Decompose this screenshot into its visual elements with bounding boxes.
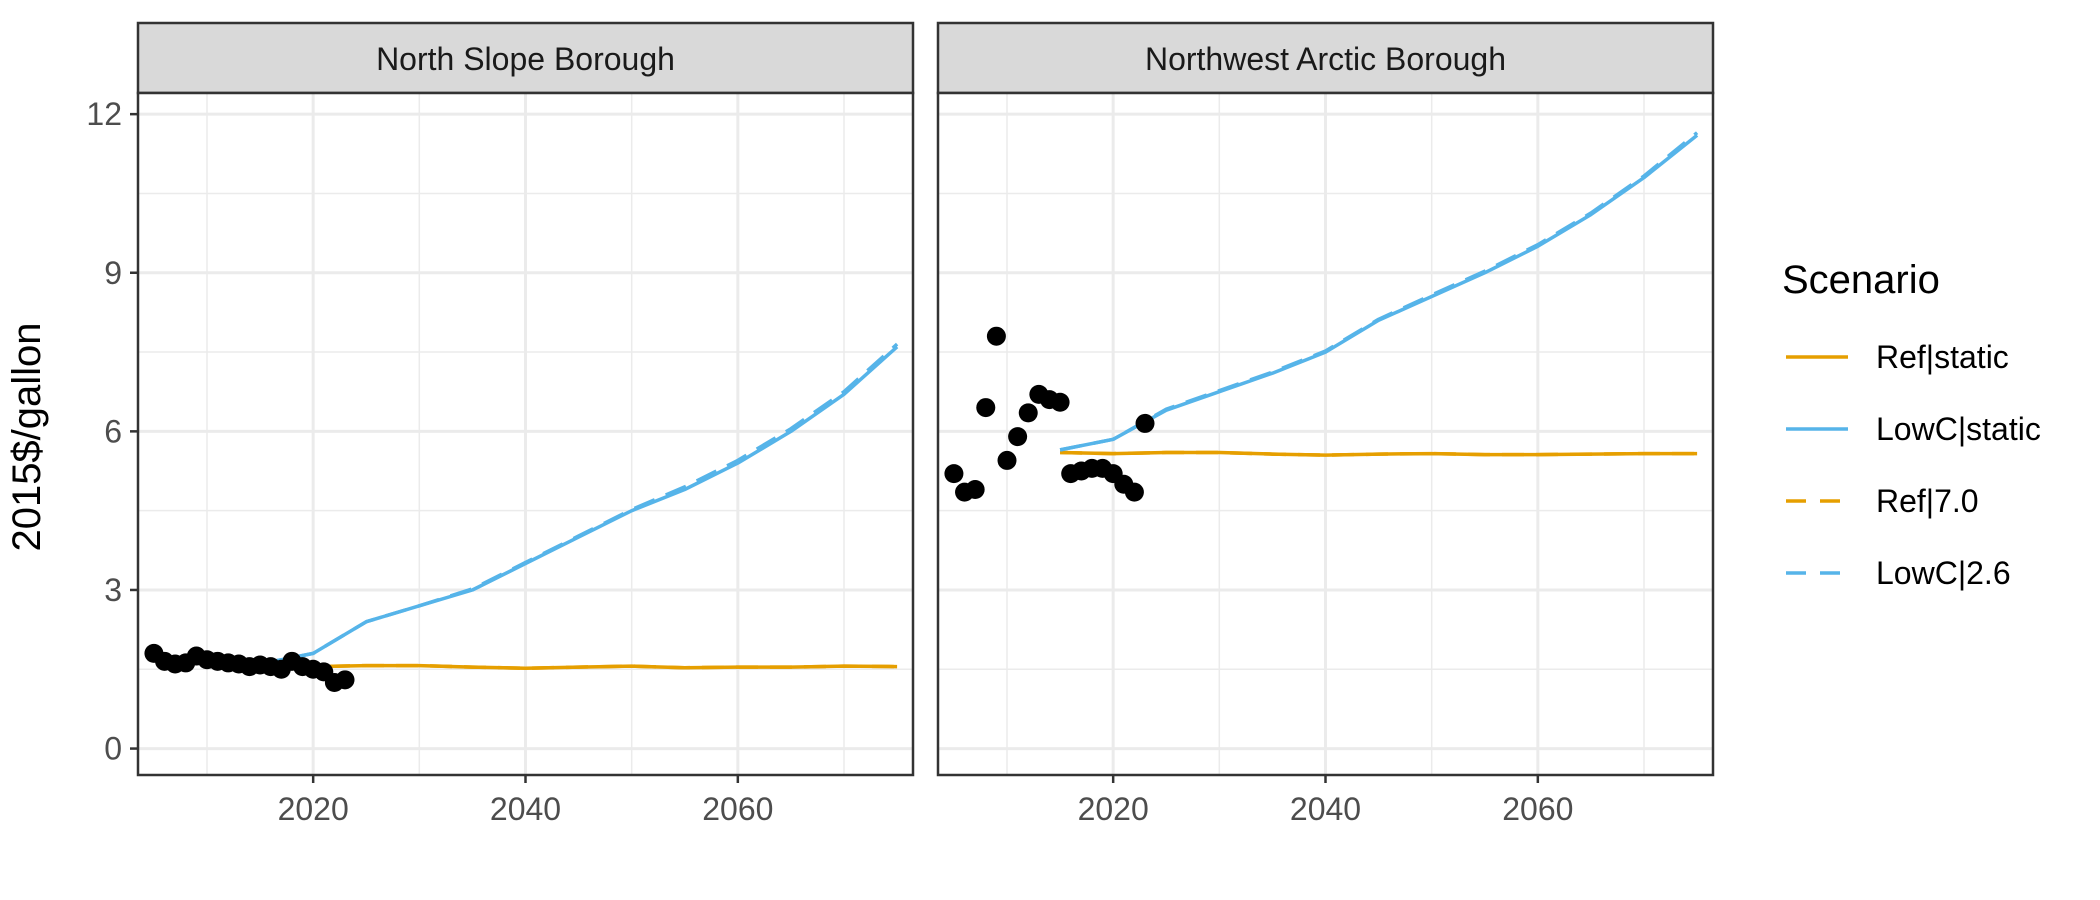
legend-entry-lowc-2-6: LowC|2.6 xyxy=(1786,555,2011,591)
x-tick-label: 2060 xyxy=(1502,791,1573,827)
facet-panel-2: Northwest Arctic Borough 2020 2040 2060 xyxy=(936,21,1715,827)
series-line-ref-7-0 xyxy=(260,662,898,670)
observed-point xyxy=(1018,403,1038,423)
legend-entry-lowc-static: LowC|static xyxy=(1786,411,2041,447)
gridlines xyxy=(938,93,1713,775)
observed-point xyxy=(986,326,1006,346)
y-tick-label: 9 xyxy=(104,255,122,291)
series-lines xyxy=(259,342,899,670)
observed-point xyxy=(976,398,996,418)
x-tick-label: 2040 xyxy=(490,791,561,827)
observed-point xyxy=(965,480,985,500)
y-axis-title: 2015$/gallon xyxy=(5,322,49,551)
legend-label: LowC|2.6 xyxy=(1876,555,2011,591)
y-tick-label: 3 xyxy=(104,572,122,608)
legend-label: Ref|static xyxy=(1876,339,2009,375)
legend: Scenario Ref|static LowC|static Ref|7.0 Low… xyxy=(1782,258,2041,591)
observed-points xyxy=(944,326,1155,502)
legend-label: LowC|static xyxy=(1876,411,2041,447)
observed-point xyxy=(1050,392,1070,412)
legend-entry-ref-7-0: Ref|7.0 xyxy=(1786,483,1979,519)
series-line-ref-7-0 xyxy=(1060,450,1698,457)
observed-point xyxy=(1008,427,1028,447)
observed-points xyxy=(144,643,355,692)
x-tick-label: 2040 xyxy=(1290,791,1361,827)
gridlines xyxy=(138,93,913,775)
y-tick-label: 6 xyxy=(104,413,122,449)
facet-panel-1: North Slope Borough 2020 2040 2060 0 3 6 9 12 xyxy=(86,21,915,827)
observed-point xyxy=(1135,413,1155,433)
facet-strip xyxy=(136,21,915,95)
y-tick-label: 12 xyxy=(86,96,122,132)
legend-label: Ref|7.0 xyxy=(1876,483,1979,519)
series-line-lowc-2-6 xyxy=(1059,131,1699,452)
observed-point xyxy=(1124,482,1144,502)
observed-point xyxy=(997,450,1017,470)
facet-title: Northwest Arctic Borough xyxy=(1145,41,1506,77)
facet-title: North Slope Borough xyxy=(376,41,675,77)
x-tick-label: 2020 xyxy=(1078,791,1149,827)
observed-point xyxy=(944,464,964,484)
series-lines xyxy=(1059,131,1699,457)
series-line-lowc-2-6 xyxy=(259,342,899,666)
legend-title: Scenario xyxy=(1782,258,1940,302)
y-tick-label: 0 xyxy=(104,731,122,767)
observed-point xyxy=(335,670,355,690)
legend-entry-ref-static: Ref|static xyxy=(1786,339,2009,375)
x-tick-label: 2060 xyxy=(702,791,773,827)
x-tick-label: 2020 xyxy=(278,791,349,827)
